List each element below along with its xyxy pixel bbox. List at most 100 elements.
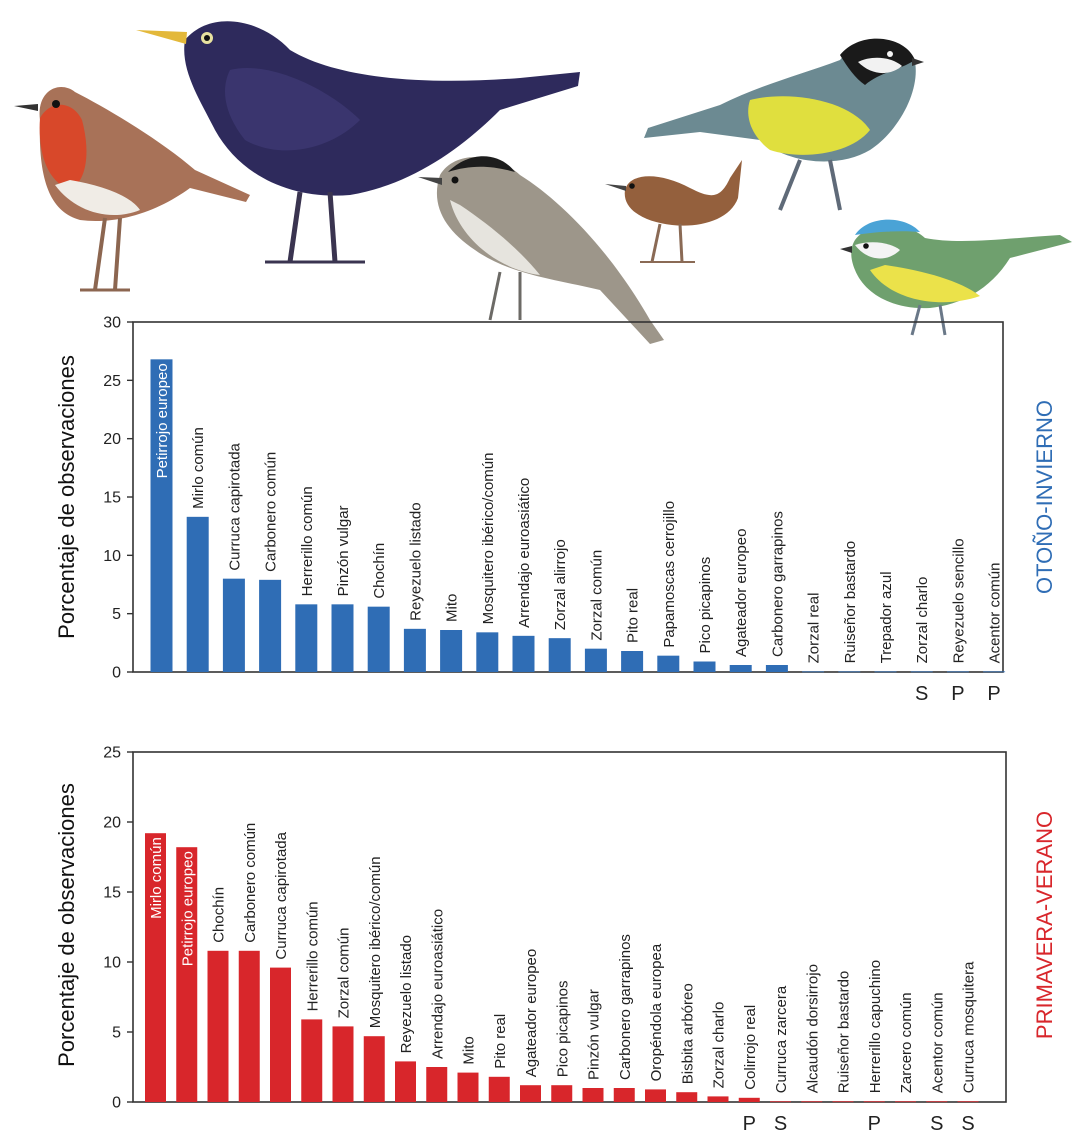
y-axis-label: Porcentaje de observaciones <box>54 783 79 1067</box>
bar <box>512 635 535 672</box>
category-label: Zorzal común <box>336 928 353 1019</box>
category-label: Zorzal charlo <box>711 1002 728 1089</box>
bar <box>838 671 861 673</box>
bar <box>548 638 571 672</box>
bar-series <box>150 359 1006 673</box>
category-label: Chochín <box>211 887 228 943</box>
blackbird-icon <box>136 21 580 264</box>
y-tick-label: 15 <box>103 885 121 902</box>
bar <box>363 1036 385 1102</box>
category-label: Mirlo común <box>148 837 165 919</box>
status-marker: P <box>987 683 1000 705</box>
y-axis-ticks: 0 5 10 15 20 25 <box>103 745 133 1112</box>
category-label: Zorzal real <box>806 593 823 664</box>
category-label: Herrerillo común <box>304 901 321 1011</box>
bar <box>295 604 318 672</box>
y-tick-label: 10 <box>103 955 121 972</box>
category-label: Agateador europeo <box>523 949 540 1077</box>
status-marker: P <box>868 1113 881 1135</box>
category-label: Reyezuelo listado <box>398 935 415 1053</box>
bar <box>802 671 825 673</box>
wren-icon <box>605 160 742 263</box>
bar <box>582 1088 604 1102</box>
bar <box>332 1026 354 1102</box>
bar <box>150 359 173 672</box>
bar <box>729 665 752 672</box>
bar <box>476 632 499 672</box>
bar <box>207 950 229 1102</box>
y-tick-label: 25 <box>103 373 121 390</box>
category-label: Bisbita arbóreo <box>679 983 696 1084</box>
bar <box>657 655 680 672</box>
bar <box>488 1076 510 1102</box>
category-label: Oropéndola europea <box>648 943 665 1081</box>
y-tick-label: 5 <box>112 1025 121 1042</box>
bar <box>801 1101 823 1103</box>
status-marker: S <box>774 1113 787 1135</box>
bar <box>440 630 463 672</box>
category-label: Ruiseñor bastardo <box>836 971 853 1094</box>
category-label: Pinzón vulgar <box>335 505 352 596</box>
y-tick-label: 20 <box>103 815 121 832</box>
category-label: Mito <box>444 594 461 622</box>
bar <box>403 628 426 672</box>
category-label: Mirlo común <box>190 427 207 509</box>
bar <box>551 1085 573 1102</box>
bar <box>395 1061 416 1102</box>
category-label: Zarcero común <box>898 992 915 1093</box>
bar <box>238 950 260 1102</box>
bar <box>863 1101 885 1103</box>
category-label: Acentor común <box>929 992 946 1093</box>
bar <box>176 847 198 1102</box>
bar <box>270 967 291 1102</box>
y-tick-label: 5 <box>112 606 121 623</box>
bar <box>832 1101 854 1103</box>
bar <box>946 671 969 673</box>
bar <box>621 651 644 672</box>
bar <box>145 833 166 1102</box>
y-axis-ticks: 0 5 10 15 20 25 30 <box>103 315 133 682</box>
bar <box>926 1101 948 1103</box>
y-tick-label: 15 <box>103 490 121 507</box>
bar <box>645 1089 666 1102</box>
category-label: Alcaudón dorsirrojo <box>804 964 821 1093</box>
status-marker: S <box>961 1113 974 1135</box>
category-label: Curruca capirotada <box>226 442 243 570</box>
category-label: Trepador azul <box>878 571 895 663</box>
category-label: Mosquitero ibérico/común <box>480 453 497 625</box>
bar <box>186 516 209 672</box>
category-labels: Petirrojo europeo Mirlo común Curruca capi… <box>154 363 1004 663</box>
status-marker: S <box>915 683 928 705</box>
great-tit-icon <box>644 38 924 211</box>
robin-bird-icon <box>14 87 251 292</box>
bar <box>457 1072 479 1102</box>
bar <box>222 578 245 672</box>
category-label: Zorzal charlo <box>914 577 931 664</box>
category-label: Carbonero común <box>242 823 259 943</box>
bar <box>738 1097 760 1102</box>
category-label: Herrerillo común <box>299 486 316 596</box>
category-label: Acentor común <box>987 563 1004 664</box>
category-label: Mito <box>461 1036 478 1064</box>
category-label: Arrendajo euroasiático <box>429 909 446 1059</box>
chart-autumn-winter: 0 5 10 15 20 25 30 Petirrojo europeo Mirlo comú… <box>54 315 1057 706</box>
category-label: Carbonero garrapinos <box>769 511 786 657</box>
bar <box>957 1101 979 1103</box>
category-label: Curruca capirotada <box>273 831 290 959</box>
bar <box>520 1085 541 1102</box>
bar <box>765 665 788 672</box>
category-label: Mosquitero ibérico/común <box>367 856 384 1028</box>
category-label: Curruca zarcera <box>773 985 790 1093</box>
category-label: Zorzal alirrojo <box>552 539 569 630</box>
category-label: Colirrojo real <box>742 1005 759 1090</box>
category-label: Herrerillo capuchino <box>867 960 884 1093</box>
bar <box>874 671 897 673</box>
category-label: Curruca mosquitera <box>961 961 978 1093</box>
bar <box>770 1101 791 1103</box>
category-label: Pico picapinos <box>697 557 714 654</box>
y-tick-label: 0 <box>112 665 121 682</box>
category-label: Pito real <box>492 1014 509 1069</box>
bar <box>584 648 607 672</box>
